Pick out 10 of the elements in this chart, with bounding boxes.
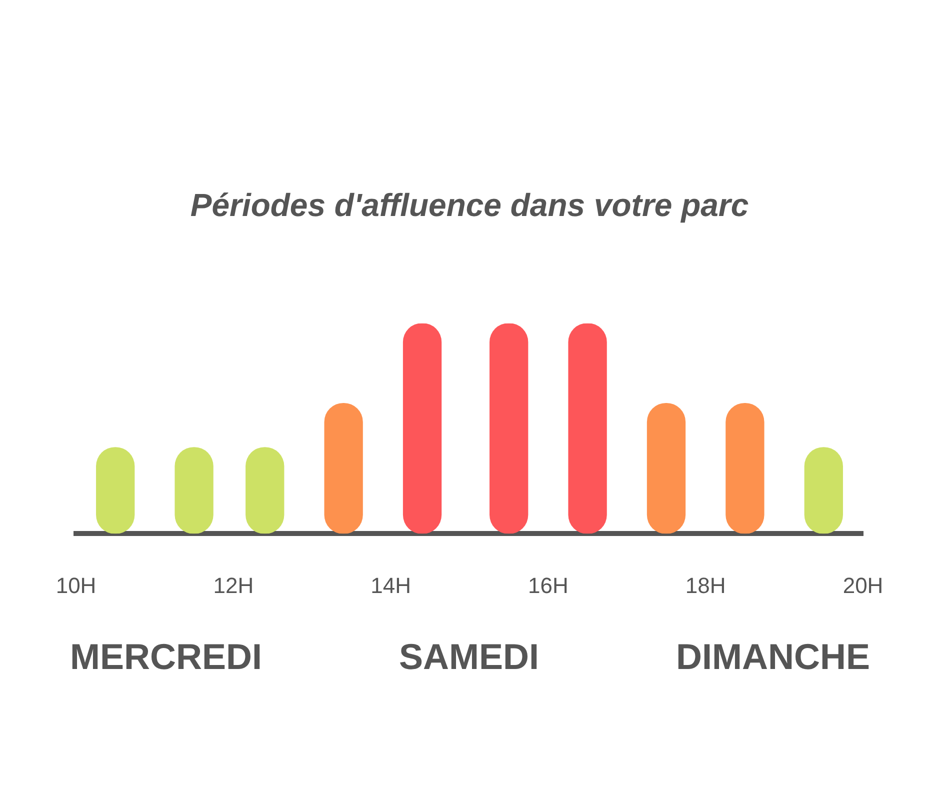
text: DIMANCHE <box>676 636 870 678</box>
text: SAMEDI <box>399 636 540 678</box>
x-tick-label: 18H <box>685 572 726 598</box>
x-tick-label: 14H <box>370 572 411 598</box>
x-tick-label: 20H <box>842 572 884 598</box>
text: MERCREDI <box>70 636 262 678</box>
x-tick-label: 16H <box>528 572 568 598</box>
chart-title: Périodes d'affluence dans votre parc <box>190 187 749 224</box>
x-tick-label: 10H <box>56 572 96 598</box>
x-tick-label: 12H <box>213 572 254 598</box>
